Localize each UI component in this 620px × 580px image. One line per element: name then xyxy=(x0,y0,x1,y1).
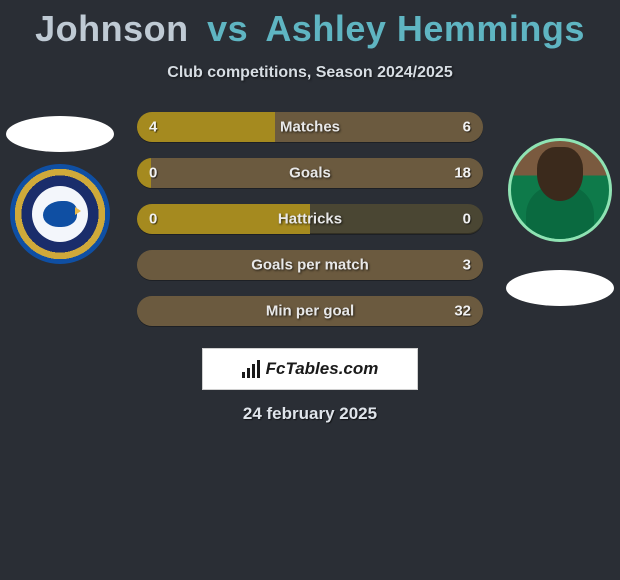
stat-bar: 32 Min per goal xyxy=(137,296,483,326)
player2-avatar xyxy=(508,138,612,242)
stat-value-right: 18 xyxy=(454,165,471,182)
stat-bar: 4 6 Matches xyxy=(137,112,483,142)
title-player1: Johnson xyxy=(35,8,189,49)
stat-label: Goals xyxy=(289,165,331,182)
stat-value-right: 0 xyxy=(463,211,471,228)
stat-value-right: 3 xyxy=(463,257,471,274)
subtitle: Club competitions, Season 2024/2025 xyxy=(0,64,620,82)
right-side xyxy=(500,112,620,306)
footer: FcTables.com 24 february 2025 xyxy=(0,348,620,424)
stat-value-right: 32 xyxy=(454,303,471,320)
left-side xyxy=(0,112,120,264)
content-area: 4 6 Matches 0 18 Goals 0 0 Hattricks 3 Goals per m… xyxy=(0,112,620,326)
stat-bar: 3 Goals per match xyxy=(137,250,483,280)
title-vs: vs xyxy=(207,8,248,49)
brand-logo-icon xyxy=(242,360,260,378)
stat-bar: 0 0 Hattricks xyxy=(137,204,483,234)
stat-label: Min per goal xyxy=(266,303,354,320)
stat-value-left: 4 xyxy=(149,119,157,136)
stat-value-left: 0 xyxy=(149,165,157,182)
club-badge-inner xyxy=(32,186,88,242)
stat-label: Matches xyxy=(280,119,340,136)
stat-label: Goals per match xyxy=(251,257,369,274)
bar-fill-left xyxy=(137,112,275,142)
title-player2: Ashley Hemmings xyxy=(265,8,585,49)
player1-club-badge xyxy=(10,164,110,264)
brand-text: FcTables.com xyxy=(266,359,379,379)
player1-avatar-placeholder xyxy=(6,116,114,152)
player2-club-placeholder xyxy=(506,270,614,306)
page-title: Johnson vs Ashley Hemmings xyxy=(0,0,620,50)
stat-bar: 0 18 Goals xyxy=(137,158,483,188)
stat-label: Hattricks xyxy=(278,211,342,228)
footer-date: 24 february 2025 xyxy=(243,404,377,424)
stat-value-left: 0 xyxy=(149,211,157,228)
brand-box[interactable]: FcTables.com xyxy=(202,348,418,390)
bird-icon xyxy=(43,201,77,227)
stat-bars: 4 6 Matches 0 18 Goals 0 0 Hattricks 3 Goals per m… xyxy=(137,112,483,326)
stat-value-right: 6 xyxy=(463,119,471,136)
